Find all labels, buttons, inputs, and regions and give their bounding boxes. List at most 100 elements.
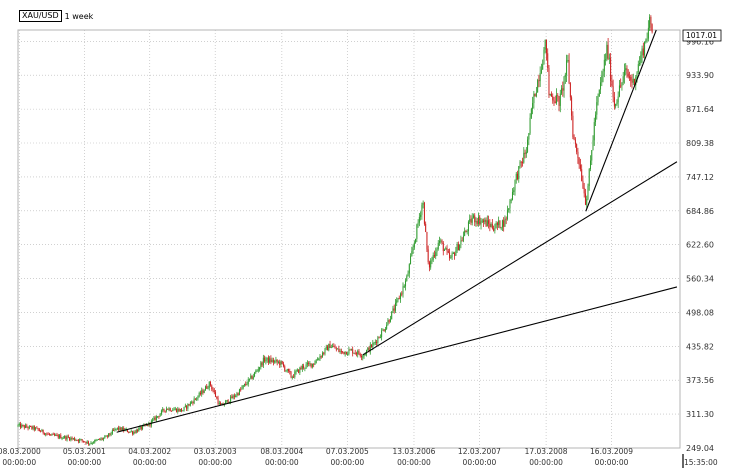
candle <box>130 429 132 433</box>
candle <box>137 428 139 433</box>
candle-body <box>627 73 629 77</box>
candle-body <box>364 354 366 356</box>
candle <box>446 245 448 255</box>
candle <box>266 357 268 363</box>
candle-body <box>246 384 248 386</box>
candle-body <box>212 389 214 391</box>
candle-body <box>651 24 653 33</box>
candle-body <box>245 383 247 385</box>
candle-body <box>607 44 609 59</box>
candle-body <box>22 424 24 426</box>
candle <box>264 355 266 363</box>
candle <box>119 426 121 432</box>
candle <box>632 73 634 86</box>
candle-body <box>71 437 73 439</box>
candle <box>51 433 53 436</box>
candle-body <box>587 186 589 200</box>
candle-body <box>169 408 171 411</box>
candle-body <box>301 365 303 369</box>
candle-body <box>406 276 408 281</box>
candle-body <box>168 408 170 410</box>
candle <box>197 395 199 401</box>
candle-body <box>621 82 623 86</box>
candle-body <box>632 78 634 83</box>
candle <box>176 408 178 413</box>
candle <box>196 397 198 401</box>
candle <box>37 427 39 432</box>
candle <box>254 371 256 378</box>
candle-body <box>230 396 232 402</box>
candle-body <box>416 224 418 239</box>
candle <box>265 356 267 365</box>
candle-body <box>196 398 198 400</box>
candle <box>625 63 627 76</box>
candle-body <box>256 370 258 372</box>
candle <box>645 38 647 44</box>
candle-body <box>571 97 573 116</box>
trendline[interactable] <box>362 161 678 356</box>
candle <box>572 111 574 140</box>
y-tick-label: 311.30 <box>686 410 714 419</box>
candle <box>335 346 337 352</box>
candle <box>387 317 389 326</box>
candle-body <box>251 375 253 379</box>
timeframe-label[interactable]: 1 week <box>64 11 94 21</box>
candle-body <box>343 351 345 355</box>
candle-body <box>119 427 121 430</box>
candle <box>646 32 648 43</box>
candle <box>186 405 188 411</box>
candle <box>111 428 113 435</box>
candle-body <box>203 390 205 393</box>
trendline[interactable] <box>585 29 657 212</box>
candle <box>421 202 423 220</box>
candle <box>522 157 524 167</box>
candle-body <box>110 433 112 435</box>
candle <box>316 357 318 361</box>
x-tick-time: 00:00:00 <box>397 458 431 467</box>
candle <box>129 431 131 433</box>
candle-body <box>159 414 161 417</box>
candle-body <box>316 359 318 361</box>
y-tick-label: 560.34 <box>686 275 714 284</box>
candle-body <box>636 72 638 78</box>
symbol-label[interactable]: XAU/USD <box>19 10 62 22</box>
candle-body <box>433 255 435 257</box>
candle <box>22 424 24 427</box>
candle-body <box>101 438 103 440</box>
candle-body <box>61 437 63 439</box>
candle-body <box>121 428 123 431</box>
candle <box>319 353 321 362</box>
candle-body <box>510 199 512 201</box>
candle-body <box>94 440 96 443</box>
candle-body <box>91 443 93 445</box>
candle <box>349 348 351 351</box>
candle-body <box>218 402 220 404</box>
candle <box>397 297 399 303</box>
candle-body <box>142 425 144 430</box>
candle <box>441 239 443 245</box>
candle-body <box>33 426 35 430</box>
candle-body <box>236 393 238 396</box>
candle-body <box>554 101 556 104</box>
candle <box>62 436 64 439</box>
candle-body <box>383 329 385 332</box>
x-tick-date: 08.03.2000 <box>0 447 41 456</box>
candle-body <box>57 435 59 438</box>
trendline[interactable] <box>116 286 678 433</box>
candle-body <box>350 349 352 351</box>
candle <box>474 213 476 227</box>
candle <box>411 246 413 257</box>
candle-body <box>505 218 507 220</box>
candle <box>486 215 488 227</box>
candle <box>275 356 277 364</box>
candle-body <box>388 320 390 322</box>
candle <box>152 417 154 423</box>
candle <box>108 433 110 438</box>
candle-body <box>338 348 340 352</box>
candle <box>631 74 633 89</box>
candle-body <box>620 85 622 87</box>
candle-body <box>75 440 77 442</box>
candle <box>389 315 391 323</box>
candle-body <box>26 425 28 428</box>
